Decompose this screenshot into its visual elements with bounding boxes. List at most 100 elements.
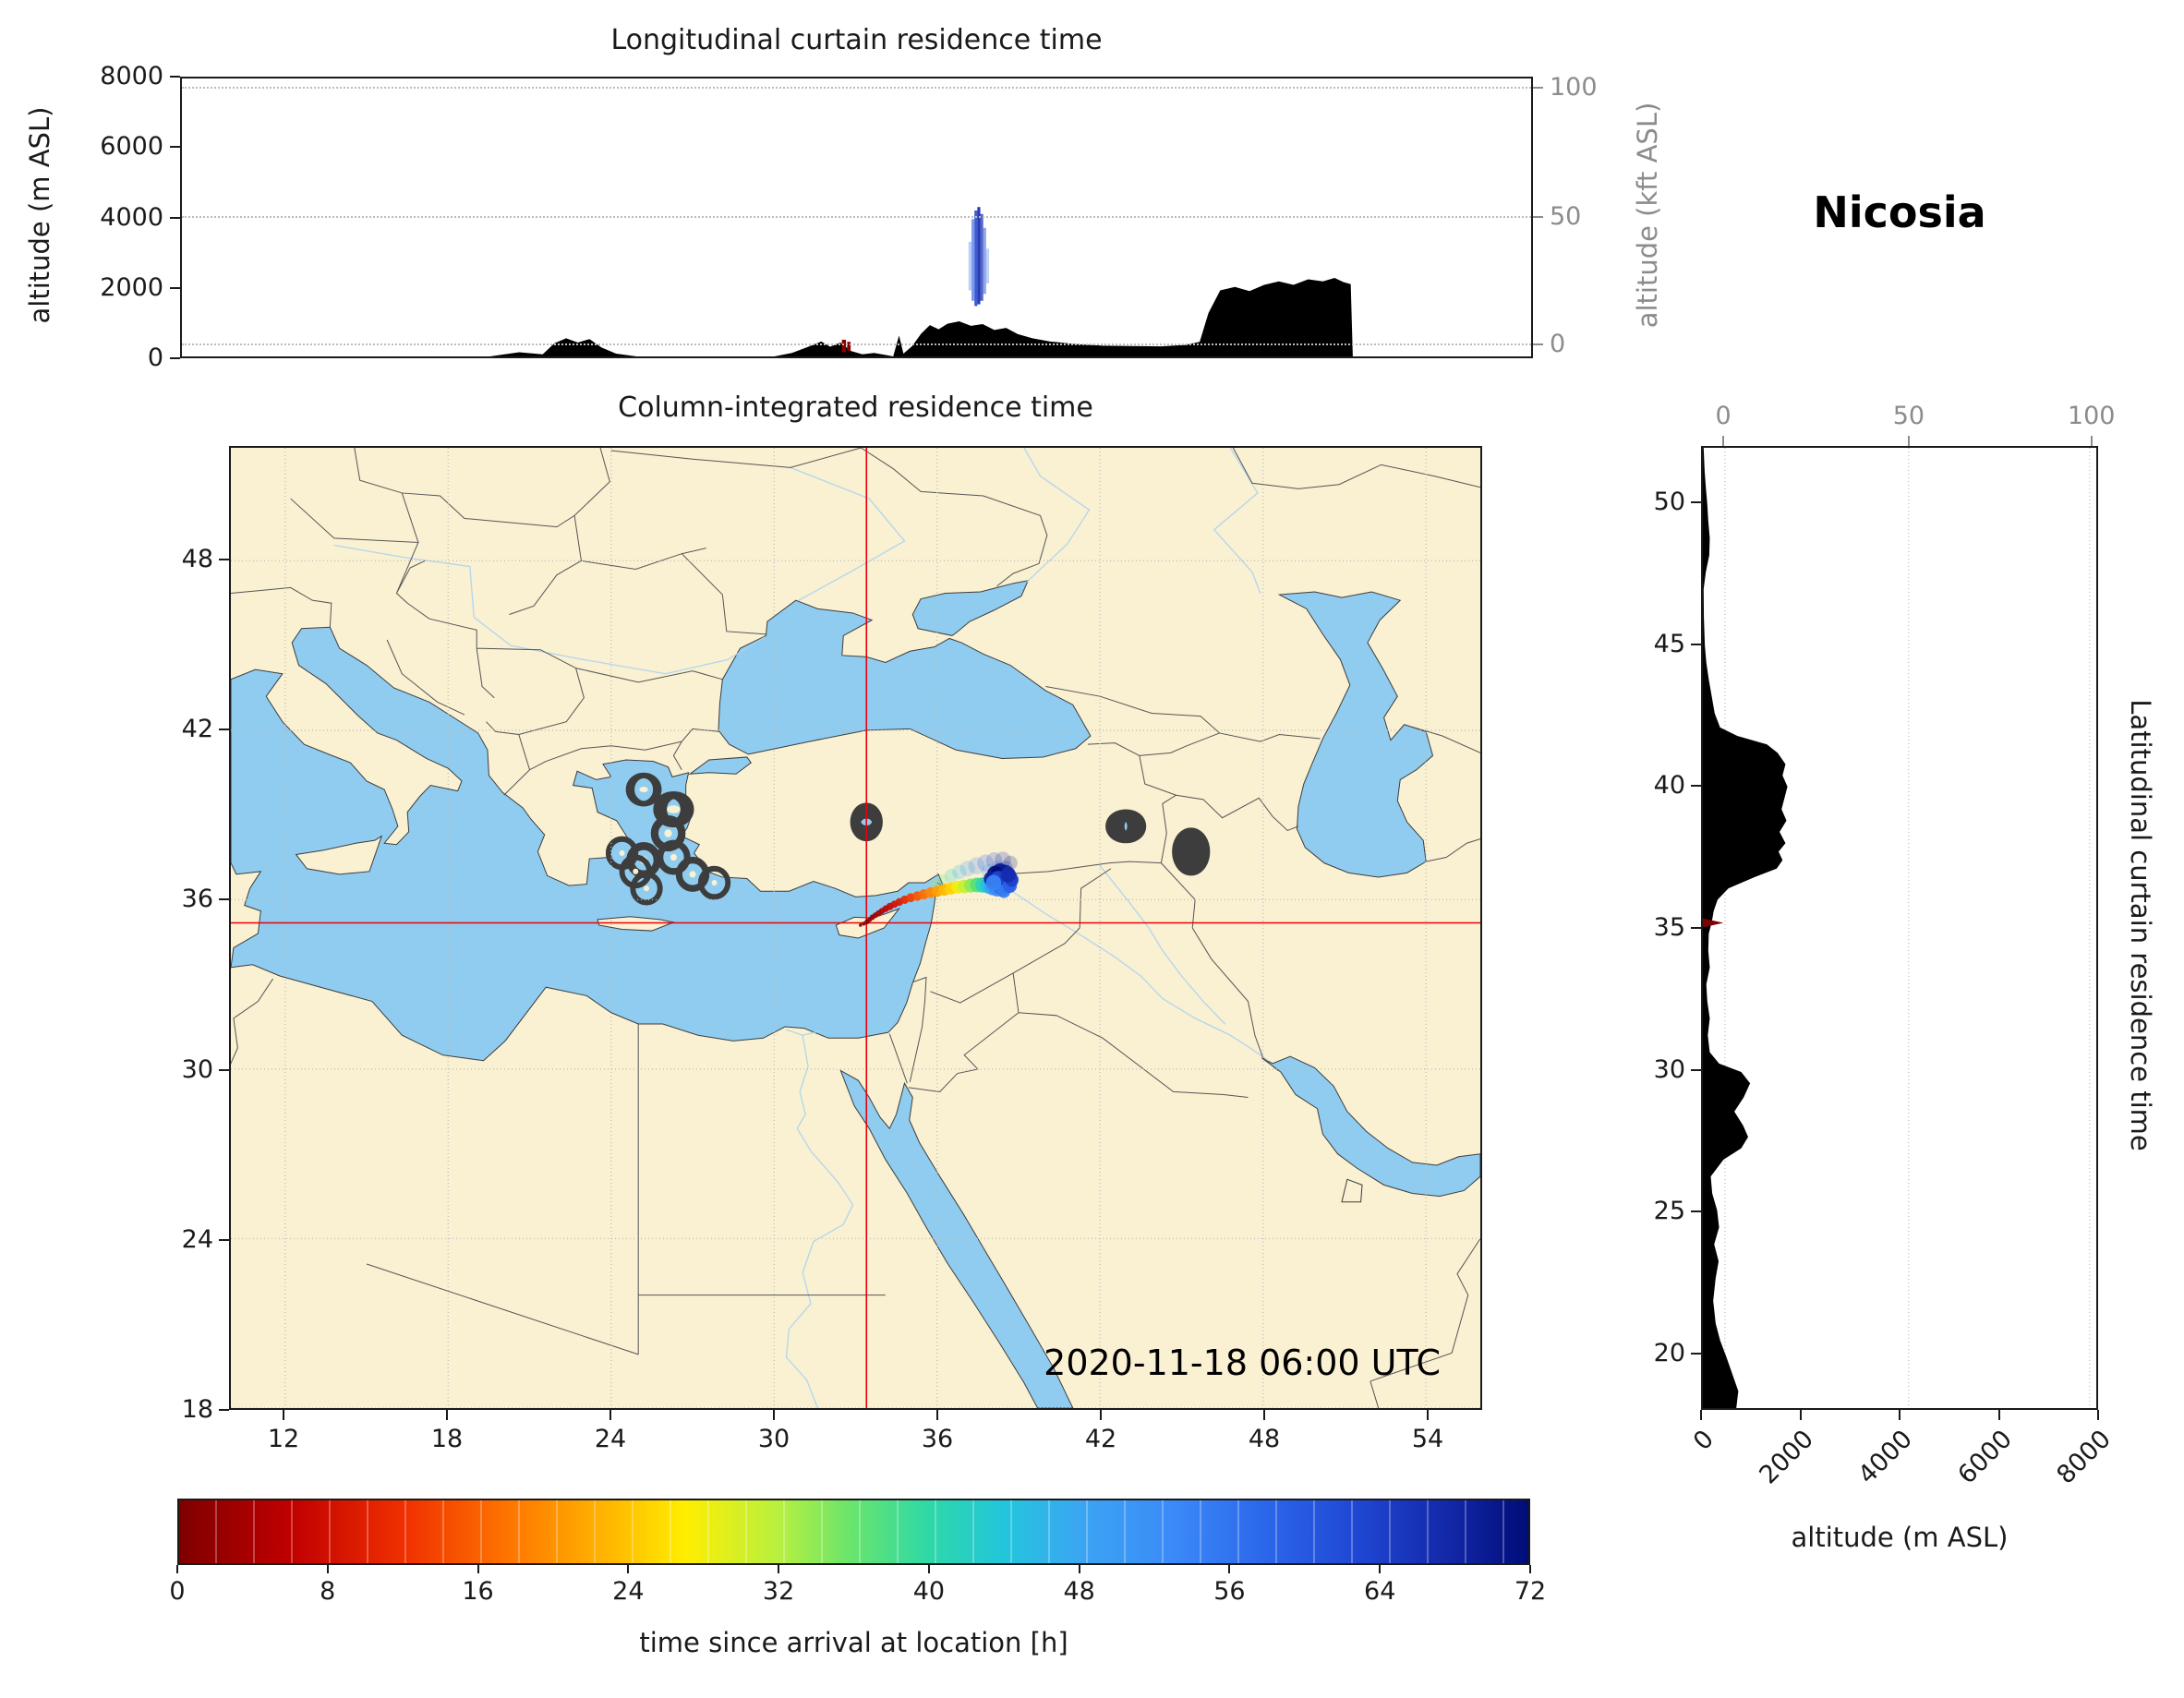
kft-tick-label: 0 xyxy=(1715,402,1732,430)
latitude-tick-label: 45 xyxy=(1653,629,1685,658)
latitude-tick-mark xyxy=(219,558,229,560)
longitude-tick-label: 42 xyxy=(1084,1425,1117,1453)
residence-time-plume xyxy=(859,851,1019,927)
latitude-tick-label: 18 xyxy=(181,1395,213,1424)
colorbar-tick-label: 40 xyxy=(912,1577,946,1606)
altitude-tick-mark xyxy=(170,76,180,78)
curtain-plume-column xyxy=(983,227,986,295)
altitude-tick-label: 0 xyxy=(147,343,163,372)
curtain-plume-column xyxy=(985,248,990,283)
kft-tick-mark xyxy=(1533,343,1543,345)
longitude-tick-label: 18 xyxy=(430,1425,464,1453)
colorbar-tick-mark xyxy=(778,1565,780,1573)
altitude-tick-label: 6000 xyxy=(100,132,163,162)
black-sea xyxy=(718,600,1091,758)
red-sea xyxy=(840,1070,1072,1408)
latitude-tick-mark xyxy=(1691,501,1701,504)
colorbar-gradient xyxy=(179,1500,1528,1563)
latitude-tick-mark xyxy=(219,1409,229,1411)
sicily-island xyxy=(296,837,382,874)
sea-of-marmara xyxy=(690,757,751,774)
lakes xyxy=(850,802,1211,876)
colorbar-tick-label: 64 xyxy=(1364,1577,1396,1606)
kft-gridline xyxy=(182,343,1531,345)
colorbar-tick-mark xyxy=(176,1565,178,1573)
kft-tick-label: 50 xyxy=(1550,201,1582,231)
colorbar-tick-mark xyxy=(1379,1565,1382,1573)
longitude-tick-label: 24 xyxy=(594,1425,627,1453)
longitudinal-curtain-plot xyxy=(182,207,1531,356)
curtain-plume-column xyxy=(980,213,983,301)
lat-curtain-source-mark xyxy=(1703,918,1724,928)
kft-tick-mark xyxy=(1533,215,1543,218)
kft-tick-label: 0 xyxy=(1550,329,1566,358)
altitude-tick-label: 4000 xyxy=(100,202,163,232)
altitude-tick-label: 2000 xyxy=(100,272,163,302)
longitude-tick-label: 36 xyxy=(921,1425,954,1453)
latitude-tick-label: 25 xyxy=(1653,1197,1685,1226)
station-name: Nicosia xyxy=(1813,187,1986,237)
curtain-source-mark xyxy=(841,339,847,353)
latitude-tick-label: 35 xyxy=(1653,913,1685,942)
latitude-tick-label: 48 xyxy=(181,544,213,573)
altitude-tick-mark xyxy=(170,357,180,359)
colorbar-tick-mark xyxy=(1078,1565,1080,1573)
colorbar-tick-label: 8 xyxy=(320,1577,336,1606)
kft-tick-mark xyxy=(2090,436,2093,446)
latitudinal-curtain-panel xyxy=(1701,446,2098,1410)
colorbar-tick-mark xyxy=(326,1565,329,1573)
latitude-tick-mark xyxy=(1691,1210,1701,1213)
kft-tick-mark xyxy=(1533,87,1543,90)
latitude-tick-mark xyxy=(219,898,229,901)
longitude-tick-mark xyxy=(609,1410,611,1420)
colorbar-tick-label: 16 xyxy=(462,1577,494,1606)
latitude-tick-label: 24 xyxy=(181,1224,213,1254)
altitude-tick-label: 6000 xyxy=(1951,1425,2018,1490)
altitude-tick-mark xyxy=(170,286,180,289)
colorbar-tick-mark xyxy=(477,1565,479,1573)
kft-tick-mark xyxy=(1907,436,1910,446)
colorbar-tick-label: 24 xyxy=(612,1577,645,1606)
crete-island xyxy=(597,917,673,931)
colorbar-tick-label: 48 xyxy=(1063,1577,1095,1606)
colorbar-tick-label: 0 xyxy=(169,1577,186,1606)
latitude-tick-mark xyxy=(1691,785,1701,788)
longitude-tick-mark xyxy=(773,1410,775,1420)
latitude-tick-mark xyxy=(1691,1068,1701,1071)
kft-tick-mark xyxy=(1722,436,1725,446)
curtain-source-mark xyxy=(847,342,851,351)
kft-tick-label: 100 xyxy=(1550,73,1598,102)
persian-gulf xyxy=(1261,1056,1480,1196)
latitude-tick-mark xyxy=(1691,643,1701,645)
altitude-tick-mark xyxy=(170,146,180,149)
rivers xyxy=(334,448,1269,1408)
latitude-tick-label: 50 xyxy=(1653,488,1685,517)
altitude-tick-label: 4000 xyxy=(1852,1425,1918,1490)
altitude-tick-label: 8000 xyxy=(2051,1425,2117,1490)
altitude-tick-label: 8000 xyxy=(100,62,163,90)
latitude-tick-label: 30 xyxy=(1653,1054,1685,1084)
latitude-tick-label: 20 xyxy=(1653,1338,1685,1367)
longitude-tick-mark xyxy=(446,1410,448,1420)
map-title: Column-integrated residence time xyxy=(618,391,1093,424)
mediterranean-sea xyxy=(231,627,943,1061)
altitude-tick-mark xyxy=(1700,1410,1702,1420)
kft-gridline xyxy=(182,215,1531,218)
kft-tick-label: 100 xyxy=(2067,402,2116,430)
longitude-tick-label: 30 xyxy=(757,1425,790,1453)
kft-tick-label: 50 xyxy=(1892,402,1925,430)
longitude-tick-label: 12 xyxy=(267,1425,300,1453)
terrain-profile-longitude xyxy=(182,277,1531,356)
map-gridlines xyxy=(231,448,1480,1408)
terrain-profile-latitude xyxy=(1703,448,1788,1408)
colorbar-tick-label: 56 xyxy=(1213,1577,1246,1606)
timestamp: 2020-11-18 06:00 UTC xyxy=(1044,1343,1441,1383)
latitude-tick-mark xyxy=(219,1238,229,1241)
colorbar-segments xyxy=(179,1500,1528,1563)
latitude-tick-mark xyxy=(1691,927,1701,929)
curtain-plume-column xyxy=(968,241,972,291)
country-borders xyxy=(231,448,1480,1408)
colorbar-tick-mark xyxy=(627,1565,630,1573)
top-right-axis-label: altitude (kft ASL) xyxy=(1632,102,1663,329)
longitude-tick-mark xyxy=(1100,1410,1102,1420)
